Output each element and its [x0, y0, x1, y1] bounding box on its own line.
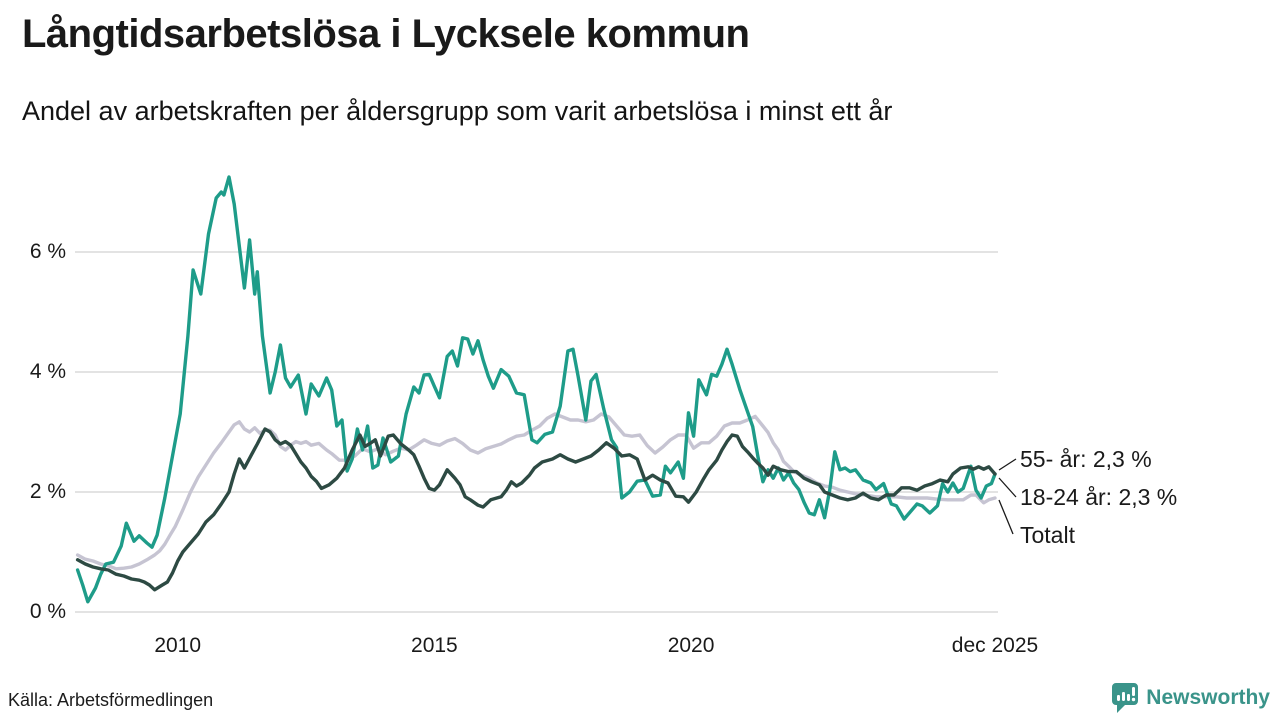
annotation-connectors	[998, 458, 1017, 535]
series-line-55-r	[75, 427, 997, 592]
page-subtitle: Andel av arbetskraften per åldersgrupp s…	[22, 96, 893, 126]
logo-exclamation-dot	[1132, 697, 1136, 702]
x-axis-tick-2015: 2015	[411, 634, 458, 657]
series-label-55: 55- år: 2,3 %	[1020, 446, 1152, 472]
gridlines	[75, 251, 998, 613]
newsworthy-logo-icon	[1112, 683, 1139, 713]
x-axis-tick-2020: 2020	[667, 634, 715, 657]
source-note: Källa: Arbetsförmedlingen	[8, 690, 214, 710]
y-axis-tick-4: 4 %	[29, 360, 66, 383]
logo-bar-3	[1127, 694, 1131, 701]
x-axis-tick-2010: 2010	[154, 634, 202, 657]
newsworthy-logo-text: Newsworthy	[1146, 686, 1270, 709]
connector-55-line	[998, 458, 1017, 471]
page-title: Långtidsarbetslösa i Lycksele kommun	[22, 12, 750, 56]
connector-18-24-line	[998, 477, 1017, 498]
x-axis-tick-dec-2025: dec 2025	[951, 634, 1039, 657]
connector-totalt-line	[998, 499, 1014, 535]
series-label-18-24: 18-24 år: 2,3 %	[1020, 484, 1178, 510]
y-axis-tick-6: 6 %	[29, 240, 66, 263]
logo-exclamation-stem	[1132, 687, 1136, 696]
series-label-totalt: Totalt	[1020, 522, 1075, 548]
line-series	[75, 175, 997, 604]
y-axis-tick-0: 0 %	[29, 600, 66, 623]
newsworthy-branding: Newsworthy	[1111, 682, 1270, 714]
series-line-18-24-r	[75, 175, 997, 604]
logo-bar-1	[1117, 695, 1121, 701]
logo-bar-2	[1122, 692, 1126, 701]
y-axis-tick-2: 2 %	[29, 480, 66, 503]
